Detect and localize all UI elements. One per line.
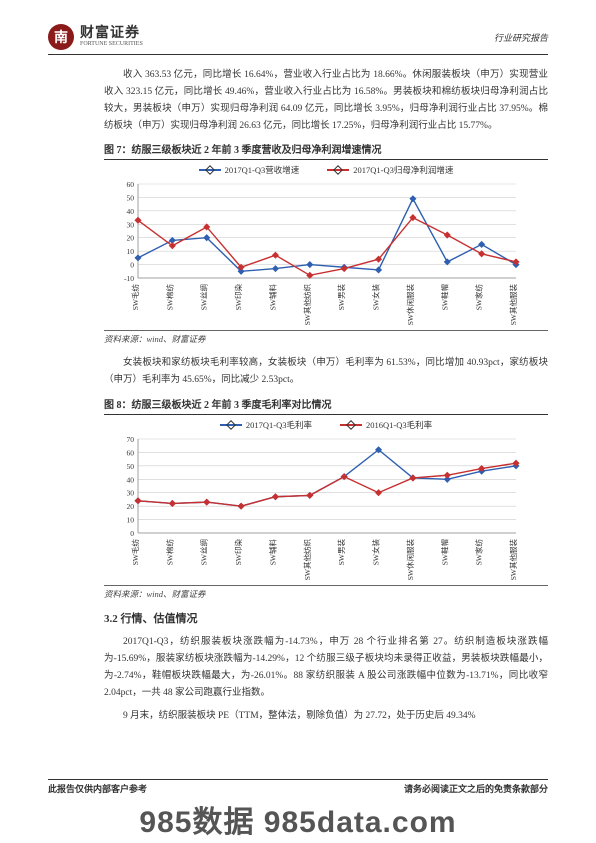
svg-text:SW棉纺: SW棉纺 bbox=[164, 284, 174, 311]
svg-text:50: 50 bbox=[127, 194, 135, 203]
svg-text:SW印染: SW印染 bbox=[233, 538, 243, 565]
svg-text:10: 10 bbox=[127, 248, 135, 257]
svg-text:70: 70 bbox=[127, 435, 135, 444]
svg-text:40: 40 bbox=[127, 475, 135, 484]
fig7-source: 资料来源：wind、财富证券 bbox=[104, 330, 548, 345]
footer-left: 此报告仅供内部客户参考 bbox=[48, 782, 147, 795]
footer-right: 请务必阅读正文之后的免责条款部分 bbox=[404, 782, 548, 795]
logo-cn: 财富证券 bbox=[80, 27, 143, 42]
svg-text:SW辅料: SW辅料 bbox=[267, 538, 277, 565]
section-3-2: 3.2 行情、估值情况 bbox=[104, 610, 548, 626]
svg-text:SW男装: SW男装 bbox=[336, 284, 346, 311]
header-right: 行业研究报告 bbox=[494, 31, 548, 44]
svg-text:0: 0 bbox=[130, 261, 134, 270]
svg-text:60: 60 bbox=[127, 180, 135, 189]
paragraph-3: 2017Q1-Q3，纺织服装板块涨跌幅为-14.73%，申万 28 个行业排名第… bbox=[104, 634, 548, 702]
svg-text:SW印染: SW印染 bbox=[233, 284, 243, 311]
svg-text:10: 10 bbox=[127, 515, 135, 524]
fig8-legend-0: 2017Q1-Q3毛利率 bbox=[246, 419, 312, 431]
watermark: 985数据 985data.com bbox=[0, 797, 596, 841]
svg-text:SW棉纺: SW棉纺 bbox=[164, 538, 174, 565]
fig7-legend-0: 2017Q1-Q3营收增速 bbox=[225, 164, 300, 176]
svg-text:20: 20 bbox=[127, 502, 135, 511]
svg-text:SW鞋帽: SW鞋帽 bbox=[439, 539, 449, 565]
svg-text:SW女装: SW女装 bbox=[371, 538, 381, 565]
logo-en: FORTUNE SECURITIES bbox=[80, 41, 143, 47]
fig7-legend: 2017Q1-Q3营收增速 2017Q1-Q3归母净利润增速 bbox=[104, 164, 548, 176]
svg-text:SW其他纺织: SW其他纺织 bbox=[302, 284, 312, 326]
svg-text:30: 30 bbox=[127, 221, 135, 230]
svg-text:SW鞋帽: SW鞋帽 bbox=[439, 284, 449, 310]
svg-text:SW毛纺: SW毛纺 bbox=[130, 538, 140, 565]
fig7-title: 图 7：纺服三级板块近 2 年前 3 季度营收及归母净利润增速情况 bbox=[104, 141, 548, 160]
svg-text:SW家纺: SW家纺 bbox=[474, 284, 484, 311]
svg-text:40: 40 bbox=[127, 207, 135, 216]
svg-text:SW休闲服装: SW休闲服装 bbox=[405, 538, 415, 580]
logo-block: 南 财富证券 FORTUNE SECURITIES bbox=[48, 24, 143, 50]
fig7-legend-1: 2017Q1-Q3归母净利润增速 bbox=[353, 164, 453, 176]
logo-icon: 南 bbox=[48, 24, 74, 50]
svg-text:SW毛纺: SW毛纺 bbox=[130, 284, 140, 311]
svg-text:30: 30 bbox=[127, 488, 135, 497]
svg-text:20: 20 bbox=[127, 234, 135, 243]
page-header: 南 财富证券 FORTUNE SECURITIES 行业研究报告 bbox=[48, 24, 548, 55]
fig8-chart: 2017Q1-Q3毛利率 2016Q1-Q3毛利率 0 10 20 30 40 50 60 7… bbox=[104, 419, 548, 583]
svg-text:SW休闲服装: SW休闲服装 bbox=[405, 284, 415, 326]
paragraph-2: 女装板块和家纺板块毛利率较高，女装板块（申万）毛利率为 61.53%，同比增加 … bbox=[104, 355, 548, 389]
paragraph-1: 收入 363.53 亿元，同比增长 16.64%，营业收入行业占比为 18.66… bbox=[104, 67, 548, 135]
page-footer: 此报告仅供内部客户参考 请务必阅读正文之后的免责条款部分 bbox=[48, 779, 548, 795]
svg-text:SW女装: SW女装 bbox=[371, 284, 381, 311]
svg-text:SW家纺: SW家纺 bbox=[474, 538, 484, 565]
fig8-title: 图 8：纺服三级板块近 2 年前 3 季度毛利率对比情况 bbox=[104, 396, 548, 415]
svg-text:-10: -10 bbox=[124, 274, 134, 283]
svg-text:50: 50 bbox=[127, 461, 135, 470]
paragraph-4: 9 月末，纺织服装板块 PE（TTM，整体法，剔除负值）为 27.72，处于历史… bbox=[104, 708, 548, 725]
svg-text:60: 60 bbox=[127, 448, 135, 457]
svg-text:0: 0 bbox=[130, 529, 134, 538]
fig8-legend-1: 2016Q1-Q3毛利率 bbox=[366, 419, 432, 431]
fig8-source: 资料来源：wind、财富证券 bbox=[104, 585, 548, 600]
svg-text:SW丝绸: SW丝绸 bbox=[199, 284, 209, 310]
fig8-legend: 2017Q1-Q3毛利率 2016Q1-Q3毛利率 bbox=[104, 419, 548, 431]
svg-text:SW丝绸: SW丝绸 bbox=[199, 539, 209, 565]
svg-text:SW其他服装: SW其他服装 bbox=[508, 538, 518, 580]
svg-text:SW其他纺织: SW其他纺织 bbox=[302, 538, 312, 580]
svg-text:SW其他服装: SW其他服装 bbox=[508, 284, 518, 326]
svg-text:SW辅料: SW辅料 bbox=[267, 284, 277, 311]
fig7-chart: 2017Q1-Q3营收增速 2017Q1-Q3归母净利润增速 -10 0 10 20 3… bbox=[104, 164, 548, 328]
svg-text:SW男装: SW男装 bbox=[336, 538, 346, 565]
